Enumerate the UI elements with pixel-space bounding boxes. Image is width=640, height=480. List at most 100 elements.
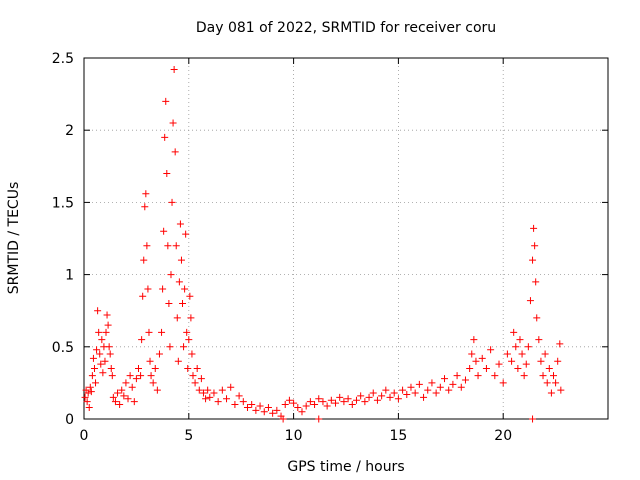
data-point: [449, 380, 457, 388]
data-point: [146, 357, 154, 365]
data-point: [533, 314, 541, 322]
data-point: [108, 372, 116, 380]
data-point: [191, 379, 199, 387]
data-point: [420, 393, 428, 401]
data-point: [340, 398, 348, 406]
data-point: [101, 357, 109, 365]
data-point: [81, 393, 89, 401]
data-point: [183, 328, 191, 336]
data-point: [126, 372, 134, 380]
data-point: [336, 393, 344, 401]
data-point: [306, 398, 314, 406]
data-point: [132, 375, 140, 383]
data-point: [210, 389, 218, 397]
data-point: [109, 393, 117, 401]
data-point: [373, 396, 381, 404]
data-point: [177, 256, 185, 264]
data-point: [88, 372, 96, 380]
data-point: [118, 386, 126, 394]
data-point: [189, 372, 197, 380]
data-point: [149, 379, 157, 387]
y-tick-label: 1.5: [52, 195, 74, 211]
data-point: [138, 336, 146, 344]
data-point: [348, 401, 356, 409]
data-point: [252, 406, 260, 414]
data-point: [153, 386, 161, 394]
data-point: [184, 364, 192, 372]
data-point: [552, 379, 560, 387]
data-point: [264, 403, 272, 411]
data-point: [512, 343, 520, 351]
data-point: [105, 343, 113, 351]
data-point: [176, 220, 184, 228]
data-point: [164, 242, 172, 250]
data-point: [174, 357, 182, 365]
data-point: [128, 383, 136, 391]
data-point: [531, 242, 539, 250]
data-point: [260, 408, 268, 416]
data-point: [468, 350, 476, 358]
data-point: [106, 350, 114, 358]
data-point: [159, 285, 167, 293]
data-point: [441, 375, 449, 383]
data-point: [185, 336, 193, 344]
data-point: [206, 393, 214, 401]
data-point: [193, 364, 201, 372]
data-point: [352, 396, 360, 404]
data-point: [167, 271, 175, 279]
data-point: [556, 340, 564, 348]
data-point: [90, 364, 98, 372]
data-point: [428, 379, 436, 387]
y-tick-label: 1: [65, 268, 74, 284]
data-point: [97, 360, 105, 368]
data-point: [93, 346, 101, 354]
data-point: [122, 379, 130, 387]
data-point: [165, 299, 173, 307]
data-point: [134, 364, 142, 372]
y-tick-label: 0: [65, 412, 74, 428]
data-point: [436, 383, 444, 391]
data-point: [285, 396, 293, 404]
data-point: [92, 379, 100, 387]
data-point: [457, 383, 465, 391]
data-point: [87, 388, 95, 396]
data-point: [508, 357, 516, 365]
data-point: [557, 386, 565, 394]
data-point: [298, 408, 306, 416]
data-point: [179, 299, 187, 307]
data-point: [545, 364, 553, 372]
data-point: [155, 350, 163, 358]
data-point: [168, 198, 176, 206]
data-point: [95, 328, 103, 336]
data-point: [461, 376, 469, 384]
data-point: [145, 328, 153, 336]
data-point: [535, 336, 543, 344]
data-point: [290, 399, 298, 407]
data-point: [256, 402, 264, 410]
data-point: [243, 403, 251, 411]
x-tick-label: 15: [389, 428, 407, 444]
data-point: [180, 343, 188, 351]
data-point: [520, 372, 528, 380]
data-point: [248, 401, 256, 409]
data-point: [171, 148, 179, 156]
data-point: [323, 402, 331, 410]
data-point: [143, 242, 151, 250]
chart-title: Day 081 of 2022, SRMTID for receiver cor…: [196, 20, 496, 36]
data-point: [516, 336, 524, 344]
data-point: [175, 278, 183, 286]
data-point: [83, 398, 91, 406]
data-point: [173, 314, 181, 322]
data-point: [281, 401, 289, 409]
data-point: [111, 398, 119, 406]
data-point: [378, 392, 386, 400]
data-point: [161, 133, 169, 141]
data-point: [294, 403, 302, 411]
data-points: [81, 66, 565, 423]
data-point: [411, 389, 419, 397]
data-point: [415, 380, 423, 388]
data-point: [518, 350, 526, 358]
data-point: [214, 398, 222, 406]
data-point: [315, 395, 323, 403]
